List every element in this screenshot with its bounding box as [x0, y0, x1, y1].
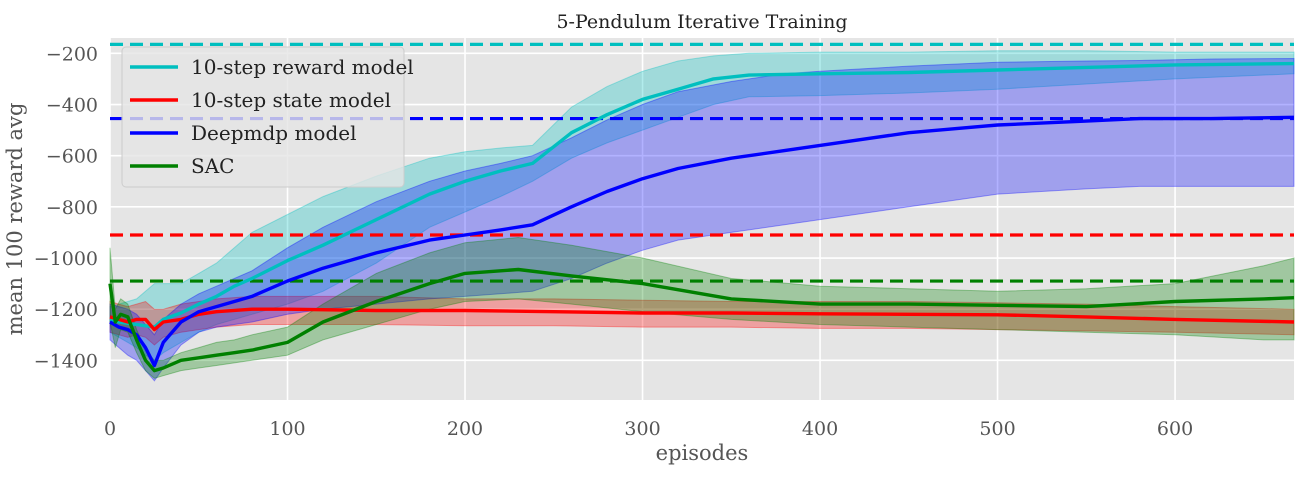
confidence-bands — [109, 50, 1295, 382]
y-tick-label: −1000 — [34, 248, 98, 270]
x-axis-label: episodes — [656, 441, 749, 465]
x-tick-label: 500 — [979, 418, 1015, 440]
series-line — [109, 115, 1295, 368]
x-tick-label: 100 — [269, 418, 305, 440]
y-tick-label: −600 — [46, 146, 98, 168]
confidence-band — [109, 50, 1295, 361]
reference-lines — [110, 42, 1294, 283]
x-tick-label: 400 — [802, 418, 838, 440]
legend-label: SAC — [191, 154, 234, 178]
tick-labels: 0 100 200 300 400 500 600 −1400 −1200 −1000 −800 −6… — [34, 43, 1193, 440]
x-tick-label: 200 — [447, 418, 483, 440]
y-tick-label: −200 — [46, 43, 98, 65]
legend-label: Deepmdp model — [191, 121, 356, 145]
confidence-band — [109, 236, 1295, 379]
legend-box — [121, 46, 405, 188]
y-tick-label: −1400 — [34, 350, 98, 372]
series-line — [108, 267, 1295, 373]
x-tick-label: 0 — [104, 418, 116, 440]
legend: 10-step reward model 10-step state model D… — [121, 46, 414, 188]
y-tick-label: −1200 — [34, 299, 98, 321]
legend-label: 10-step reward model — [191, 55, 414, 79]
x-tick-label: 300 — [624, 418, 660, 440]
confidence-band — [109, 295, 1295, 346]
legend-label: 10-step state model — [191, 88, 391, 112]
x-tick-label: 600 — [1157, 418, 1193, 440]
series-lines — [108, 61, 1295, 373]
y-tick-label: −800 — [46, 197, 98, 219]
series-line — [109, 307, 1295, 332]
y-axis-label: mean 100 reward avg — [3, 103, 27, 336]
confidence-band — [109, 57, 1295, 382]
chart-title: 5-Pendulum Iterative Training — [556, 11, 847, 33]
y-tick-label: −400 — [46, 95, 98, 117]
